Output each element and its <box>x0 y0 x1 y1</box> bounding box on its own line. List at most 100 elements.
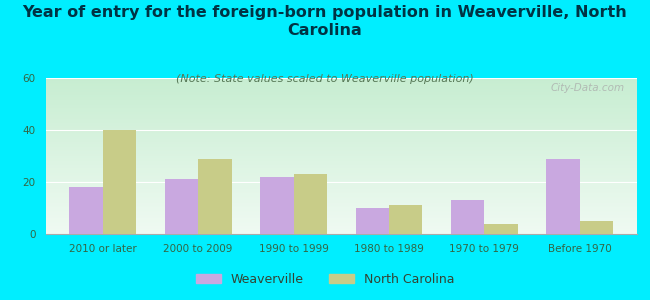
Bar <box>46 223 637 225</box>
Bar <box>46 123 637 125</box>
Bar <box>46 133 637 134</box>
Bar <box>46 201 637 203</box>
Bar <box>46 158 637 159</box>
Bar <box>46 128 637 130</box>
Bar <box>46 190 637 192</box>
Bar <box>46 169 637 170</box>
Bar <box>46 226 637 228</box>
Bar <box>46 195 637 196</box>
Bar <box>46 92 637 94</box>
Bar <box>46 175 637 176</box>
Bar <box>46 228 637 229</box>
Bar <box>46 208 637 209</box>
Bar <box>46 203 637 204</box>
Bar <box>547 159 580 234</box>
Bar <box>46 126 637 128</box>
Bar <box>46 112 637 114</box>
Bar <box>46 87 637 89</box>
Bar <box>46 212 637 214</box>
Bar <box>46 196 637 198</box>
Bar <box>46 159 637 161</box>
Bar <box>46 206 637 208</box>
Bar <box>46 134 637 136</box>
Bar <box>46 114 637 116</box>
Bar <box>46 101 637 103</box>
Bar <box>46 215 637 217</box>
Bar <box>46 86 637 87</box>
Bar <box>46 229 637 231</box>
Bar <box>46 122 637 123</box>
Bar <box>46 187 637 189</box>
Bar <box>46 225 637 226</box>
Bar <box>46 198 637 200</box>
Bar <box>46 139 637 140</box>
Bar <box>46 156 637 158</box>
Bar <box>46 106 637 108</box>
Bar <box>46 231 637 232</box>
Bar <box>46 153 637 154</box>
Bar <box>46 165 637 167</box>
Bar <box>46 204 637 206</box>
Bar <box>46 136 637 137</box>
Bar <box>580 221 613 234</box>
Bar <box>46 232 637 234</box>
Bar <box>46 80 637 81</box>
Bar <box>484 224 518 234</box>
Bar <box>46 179 637 181</box>
Bar <box>46 200 637 201</box>
Bar <box>46 142 637 143</box>
Bar <box>46 161 637 162</box>
Bar <box>46 178 637 179</box>
Bar <box>46 167 637 169</box>
Bar <box>46 220 637 221</box>
Bar <box>46 95 637 97</box>
Bar <box>46 108 637 109</box>
Bar <box>46 118 637 120</box>
Bar <box>46 170 637 172</box>
Bar <box>46 94 637 95</box>
Bar <box>46 211 637 212</box>
Bar <box>46 111 637 112</box>
Bar <box>198 159 231 234</box>
Text: (Note: State values scaled to Weaverville population): (Note: State values scaled to Weavervill… <box>176 74 474 83</box>
Bar <box>46 140 637 142</box>
Bar <box>46 100 637 101</box>
Bar <box>46 162 637 164</box>
Bar <box>46 172 637 173</box>
Bar <box>356 208 389 234</box>
Bar <box>46 176 637 178</box>
Bar <box>46 78 637 80</box>
Bar <box>46 131 637 133</box>
Bar <box>46 109 637 111</box>
Bar <box>294 174 327 234</box>
Bar <box>46 209 637 211</box>
Bar <box>46 120 637 122</box>
Legend: Weaverville, North Carolina: Weaverville, North Carolina <box>190 268 460 291</box>
Bar <box>46 125 637 126</box>
Bar <box>46 192 637 194</box>
Bar <box>46 103 637 104</box>
Bar <box>46 104 637 106</box>
Bar <box>46 84 637 86</box>
Bar <box>46 214 637 215</box>
Bar <box>46 143 637 145</box>
Bar <box>46 81 637 83</box>
Bar <box>46 154 637 156</box>
Bar <box>70 187 103 234</box>
Bar <box>46 221 637 223</box>
Bar <box>46 89 637 91</box>
Bar <box>46 116 637 117</box>
Bar <box>46 186 637 187</box>
Bar <box>46 147 637 148</box>
Bar <box>46 145 637 147</box>
Bar <box>46 151 637 153</box>
Bar <box>46 97 637 98</box>
Bar <box>46 91 637 92</box>
Bar <box>46 148 637 150</box>
Bar <box>103 130 136 234</box>
Bar <box>46 194 637 195</box>
Bar <box>46 189 637 190</box>
Bar <box>451 200 484 234</box>
Bar <box>46 83 637 84</box>
Bar <box>46 98 637 100</box>
